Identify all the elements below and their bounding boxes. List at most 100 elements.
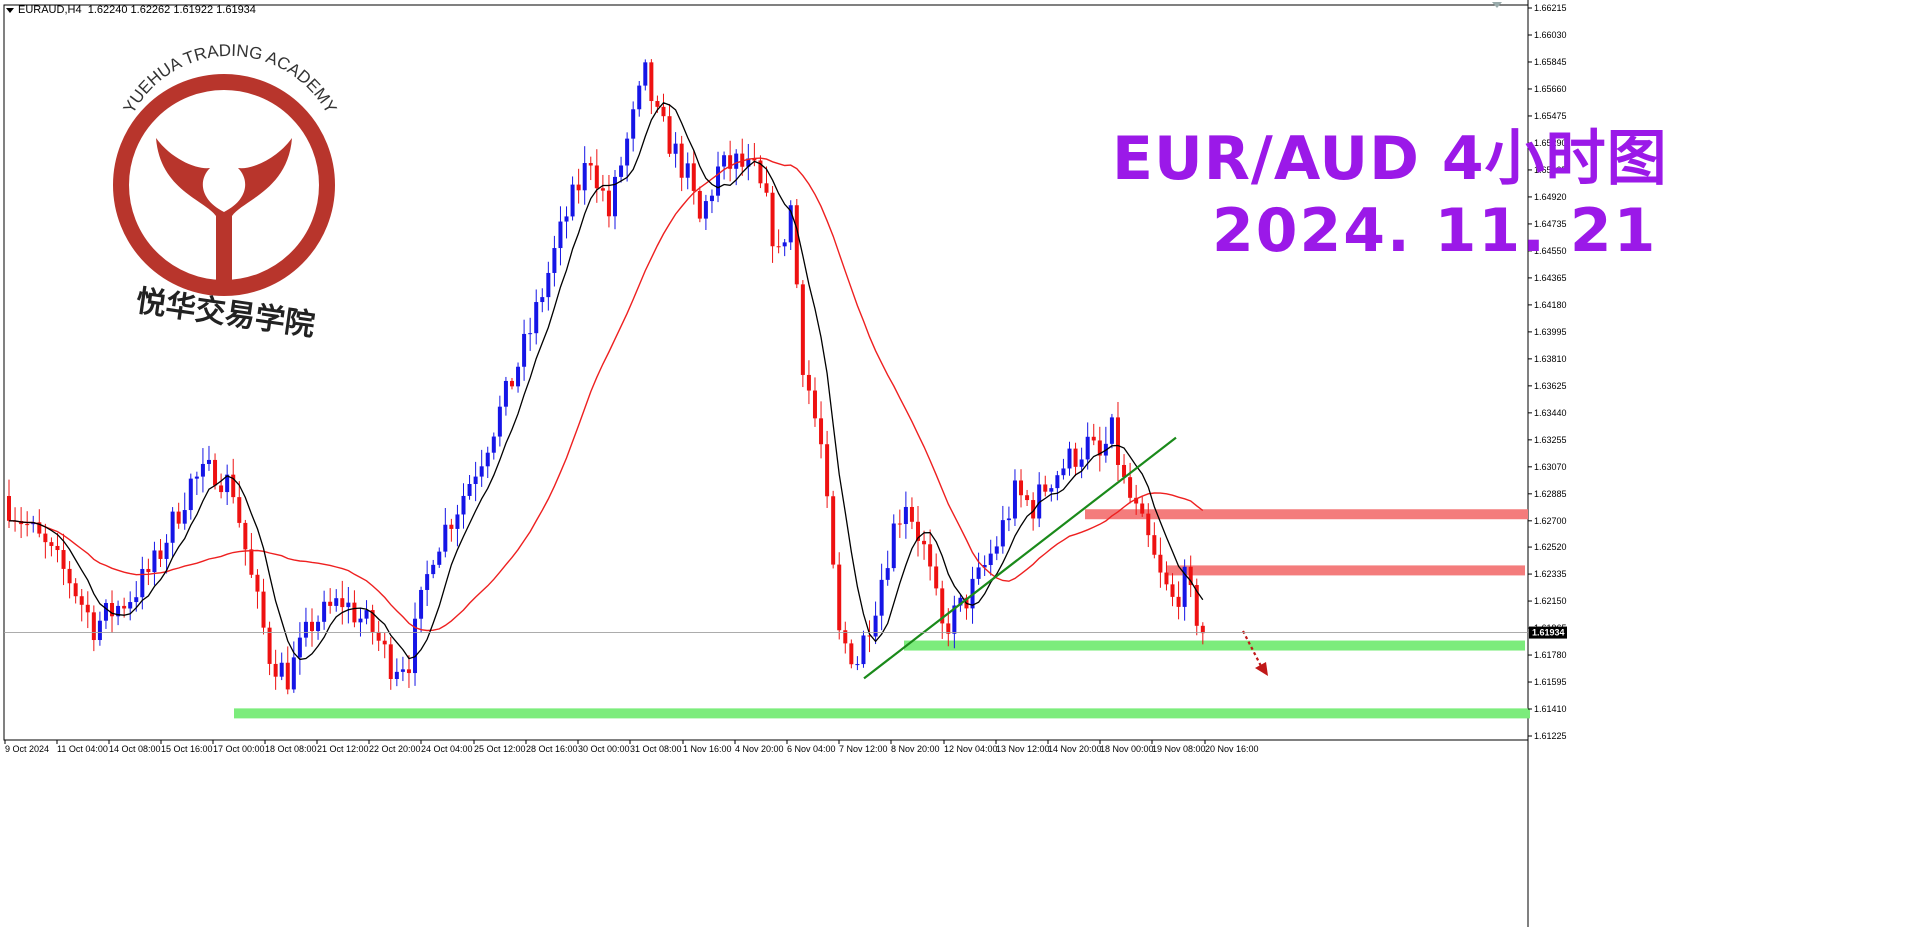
- candle-body[interactable]: [588, 163, 593, 166]
- candle-body[interactable]: [346, 602, 351, 608]
- candle-body[interactable]: [697, 190, 702, 219]
- candle-body[interactable]: [625, 138, 630, 166]
- candle-body[interactable]: [297, 637, 302, 658]
- candle-body[interactable]: [85, 604, 90, 613]
- candle-body[interactable]: [485, 452, 490, 467]
- candle-body[interactable]: [291, 657, 296, 690]
- candle-body[interactable]: [249, 549, 254, 575]
- candle-body[interactable]: [770, 192, 775, 247]
- candle-body[interactable]: [237, 497, 242, 523]
- candle-body[interactable]: [600, 188, 605, 191]
- candle-body[interactable]: [667, 116, 672, 154]
- candle-body[interactable]: [613, 176, 617, 217]
- candle-body[interactable]: [558, 221, 563, 249]
- candle-body[interactable]: [516, 366, 521, 387]
- candle-body[interactable]: [685, 163, 690, 178]
- candle-body[interactable]: [231, 474, 236, 498]
- candle-body[interactable]: [534, 302, 539, 334]
- candle-body[interactable]: [891, 523, 896, 569]
- candle-body[interactable]: [1109, 417, 1114, 444]
- candle-body[interactable]: [1073, 448, 1078, 467]
- candle-body[interactable]: [1188, 566, 1193, 586]
- candle-body[interactable]: [1146, 513, 1151, 536]
- candle-body[interactable]: [79, 596, 84, 605]
- candle-body[interactable]: [740, 153, 745, 167]
- candle-body[interactable]: [103, 602, 108, 621]
- candle-body[interactable]: [370, 610, 375, 632]
- candle-body[interactable]: [1043, 484, 1048, 492]
- candle-body[interactable]: [1140, 503, 1145, 514]
- candle-body[interactable]: [649, 62, 654, 102]
- candle-body[interactable]: [110, 602, 115, 617]
- candle-body[interactable]: [934, 566, 939, 589]
- candle-body[interactable]: [134, 597, 139, 603]
- candle-body[interactable]: [758, 160, 763, 184]
- candle-body[interactable]: [752, 158, 757, 161]
- candle-body[interactable]: [1085, 436, 1090, 460]
- candle-body[interactable]: [170, 511, 175, 543]
- candle-body[interactable]: [819, 418, 824, 445]
- candle-body[interactable]: [716, 166, 721, 196]
- candle-body[interactable]: [273, 663, 278, 677]
- candle-body[interactable]: [128, 602, 133, 609]
- support-zone-2[interactable]: [234, 708, 1530, 719]
- candle-body[interactable]: [328, 601, 333, 606]
- candle-body[interactable]: [49, 542, 54, 546]
- candle-body[interactable]: [206, 459, 211, 464]
- candle-body[interactable]: [461, 495, 466, 515]
- candle-body[interactable]: [582, 163, 587, 191]
- candle-body[interactable]: [564, 216, 569, 222]
- candle-body[interactable]: [1061, 468, 1066, 476]
- candle-body[interactable]: [497, 406, 502, 437]
- candle-body[interactable]: [352, 602, 357, 623]
- candle-body[interactable]: [922, 540, 927, 545]
- candle-body[interactable]: [867, 635, 872, 637]
- candle-body[interactable]: [158, 550, 163, 559]
- candle-body[interactable]: [97, 620, 102, 641]
- candle-body[interactable]: [37, 522, 42, 534]
- candle-body[interactable]: [382, 640, 387, 645]
- candle-body[interactable]: [73, 583, 78, 597]
- candle-body[interactable]: [455, 514, 460, 529]
- candle-body[interactable]: [897, 523, 902, 525]
- candle-body[interactable]: [776, 246, 781, 248]
- candle-body[interactable]: [1019, 480, 1024, 496]
- candle-body[interactable]: [746, 158, 751, 167]
- candle-body[interactable]: [394, 671, 399, 679]
- candle-body[interactable]: [994, 546, 999, 554]
- candle-body[interactable]: [388, 644, 393, 679]
- candle-body[interactable]: [225, 474, 230, 493]
- candle-body[interactable]: [285, 662, 290, 690]
- candle-body[interactable]: [1128, 477, 1133, 498]
- candle-body[interactable]: [982, 565, 987, 568]
- candle-body[interactable]: [243, 522, 248, 550]
- candle-body[interactable]: [528, 333, 533, 335]
- candle-body[interactable]: [267, 627, 272, 664]
- candle-body[interactable]: [503, 380, 508, 407]
- candle-body[interactable]: [188, 478, 193, 511]
- candle-body[interactable]: [364, 610, 369, 619]
- candle-body[interactable]: [958, 597, 963, 606]
- candle-body[interactable]: [200, 463, 205, 477]
- candle-body[interactable]: [546, 272, 551, 298]
- candle-body[interactable]: [916, 521, 920, 541]
- candle-body[interactable]: [576, 184, 581, 191]
- candle-body[interactable]: [164, 542, 169, 559]
- candle-body[interactable]: [837, 564, 842, 631]
- candle-body[interactable]: [873, 615, 878, 637]
- candle-body[interactable]: [1097, 440, 1102, 456]
- candle-body[interactable]: [728, 155, 733, 169]
- candle-body[interactable]: [709, 195, 714, 202]
- candle-body[interactable]: [43, 533, 48, 543]
- candle-body[interactable]: [406, 669, 411, 674]
- candle-body[interactable]: [376, 631, 381, 641]
- candle-body[interactable]: [1170, 584, 1175, 597]
- candle-body[interactable]: [55, 545, 60, 551]
- candle-body[interactable]: [1164, 572, 1169, 585]
- candle-body[interactable]: [1012, 480, 1017, 519]
- candle-body[interactable]: [976, 567, 981, 579]
- candle-body[interactable]: [1079, 459, 1084, 467]
- candle-body[interactable]: [467, 483, 472, 496]
- candle-body[interactable]: [61, 550, 66, 569]
